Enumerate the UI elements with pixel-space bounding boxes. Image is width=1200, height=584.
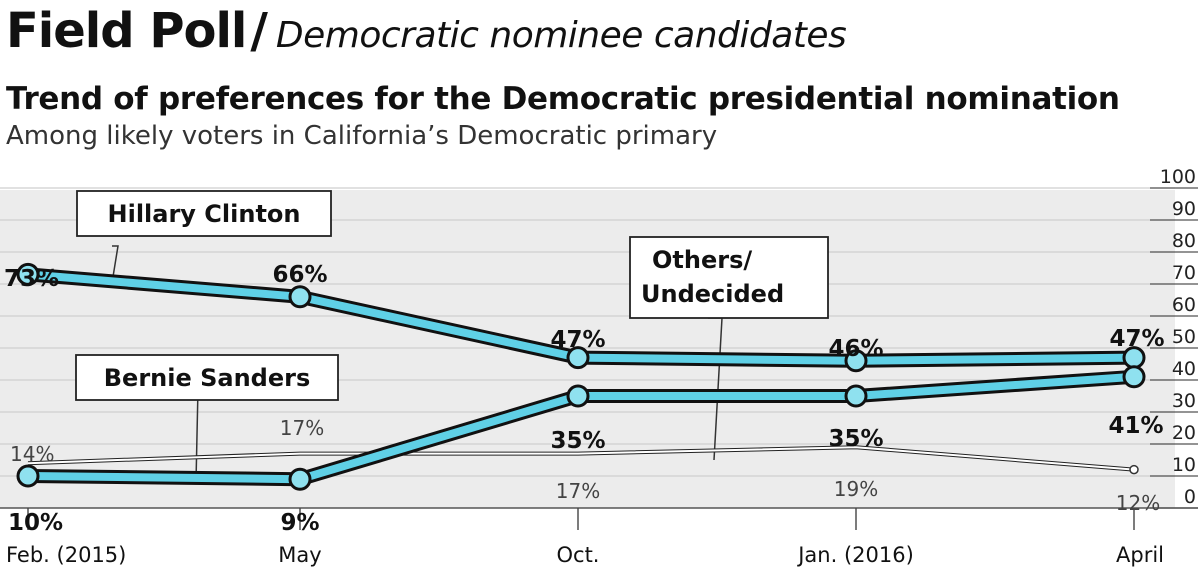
clinton-value-label: 73% (4, 266, 59, 292)
sanders-value-label: 10% (8, 510, 63, 536)
sanders-value-label: 35% (550, 428, 605, 454)
clinton-value-label: 47% (1109, 326, 1164, 352)
series-points (16, 262, 1146, 491)
clinton-callout-label: Hillary Clinton (108, 200, 301, 228)
sanders-callout-box-label: Bernie Sanders (104, 364, 311, 392)
callout-boxes: Hillary Clinton Bernie Sanders Others/Unde… (75, 190, 829, 401)
y-tick-label: 80 (1172, 230, 1196, 252)
clinton-value-label: 47% (550, 327, 605, 353)
x-tick-label: Jan. (2016) (796, 543, 914, 567)
others-point (1129, 464, 1139, 475)
others-callout-box (629, 236, 829, 319)
sanders-point (16, 464, 40, 488)
clinton-callout-box (76, 190, 332, 237)
others-callout-label-line2: Undecided (641, 280, 784, 308)
sanders-value-label: 9% (280, 510, 319, 536)
y-tick-label: 100 (1160, 166, 1196, 188)
y-tick-label: 50 (1172, 326, 1196, 348)
data-labels: 73% 66% 47% 46% 47% 10% 9% 35% 35% 41% 14% 17% 17% 19… (4, 262, 1165, 536)
clinton-point (16, 262, 40, 286)
page-heading: Field Poll/Democratic nominee candidates (6, 0, 1196, 67)
clinton-callout-pointer (111, 245, 119, 284)
y-tick-label: 70 (1172, 262, 1196, 284)
clinton-point (288, 285, 312, 309)
sanders-value-label: 41% (1108, 413, 1163, 439)
y-tick-label: 90 (1172, 198, 1196, 220)
chart-title: Trend of preferences for the Democratic … (6, 81, 1120, 117)
sanders-point (566, 384, 590, 408)
clinton-value-label: 66% (272, 262, 327, 288)
clinton-point (844, 349, 868, 373)
others-value-label: 17% (280, 416, 324, 440)
y-tick-label: 10 (1172, 454, 1196, 476)
y-tick-label: 60 (1172, 294, 1196, 316)
clinton-point (566, 346, 590, 370)
section-title: Democratic nominee candidates (275, 15, 847, 56)
x-tick-label: Oct. (557, 543, 600, 567)
y-tick-label: 20 (1172, 422, 1196, 444)
sanders-point (288, 467, 312, 491)
others-value-label: 17% (556, 479, 600, 503)
header: Field Poll/Democratic nominee candidates… (6, 0, 1196, 153)
others-value-label: 12% (1116, 491, 1160, 515)
others-callout-label-line1: Others/ (652, 246, 752, 274)
chart-subtitle: Among likely voters in California’s Demo… (6, 121, 718, 151)
x-tick-label: May (278, 543, 321, 567)
y-tick-label: 40 (1172, 358, 1196, 380)
sanders-point (1122, 365, 1146, 389)
others-value-label: 19% (834, 477, 878, 501)
sanders-point (844, 384, 868, 408)
title-separator: / (250, 3, 268, 59)
x-axis: Feb. (2015) May Oct. Jan. (2016) April (6, 508, 1164, 567)
y-tick-label: 30 (1172, 390, 1196, 412)
others-line (27, 446, 1135, 471)
sanders-callout-box (75, 354, 339, 401)
x-tick-label: April (1116, 543, 1164, 567)
brand-title: Field Poll (6, 3, 247, 59)
clinton-value-label: 46% (828, 336, 883, 362)
sanders-value-label: 35% (828, 426, 883, 452)
y-axis: 0 10 20 30 40 50 60 70 80 90 100 (0, 166, 1198, 509)
others-value-label: 14% (10, 442, 54, 466)
x-tick-label: Feb. (2015) (6, 543, 126, 567)
y-tick-label: 0 (1184, 486, 1196, 508)
